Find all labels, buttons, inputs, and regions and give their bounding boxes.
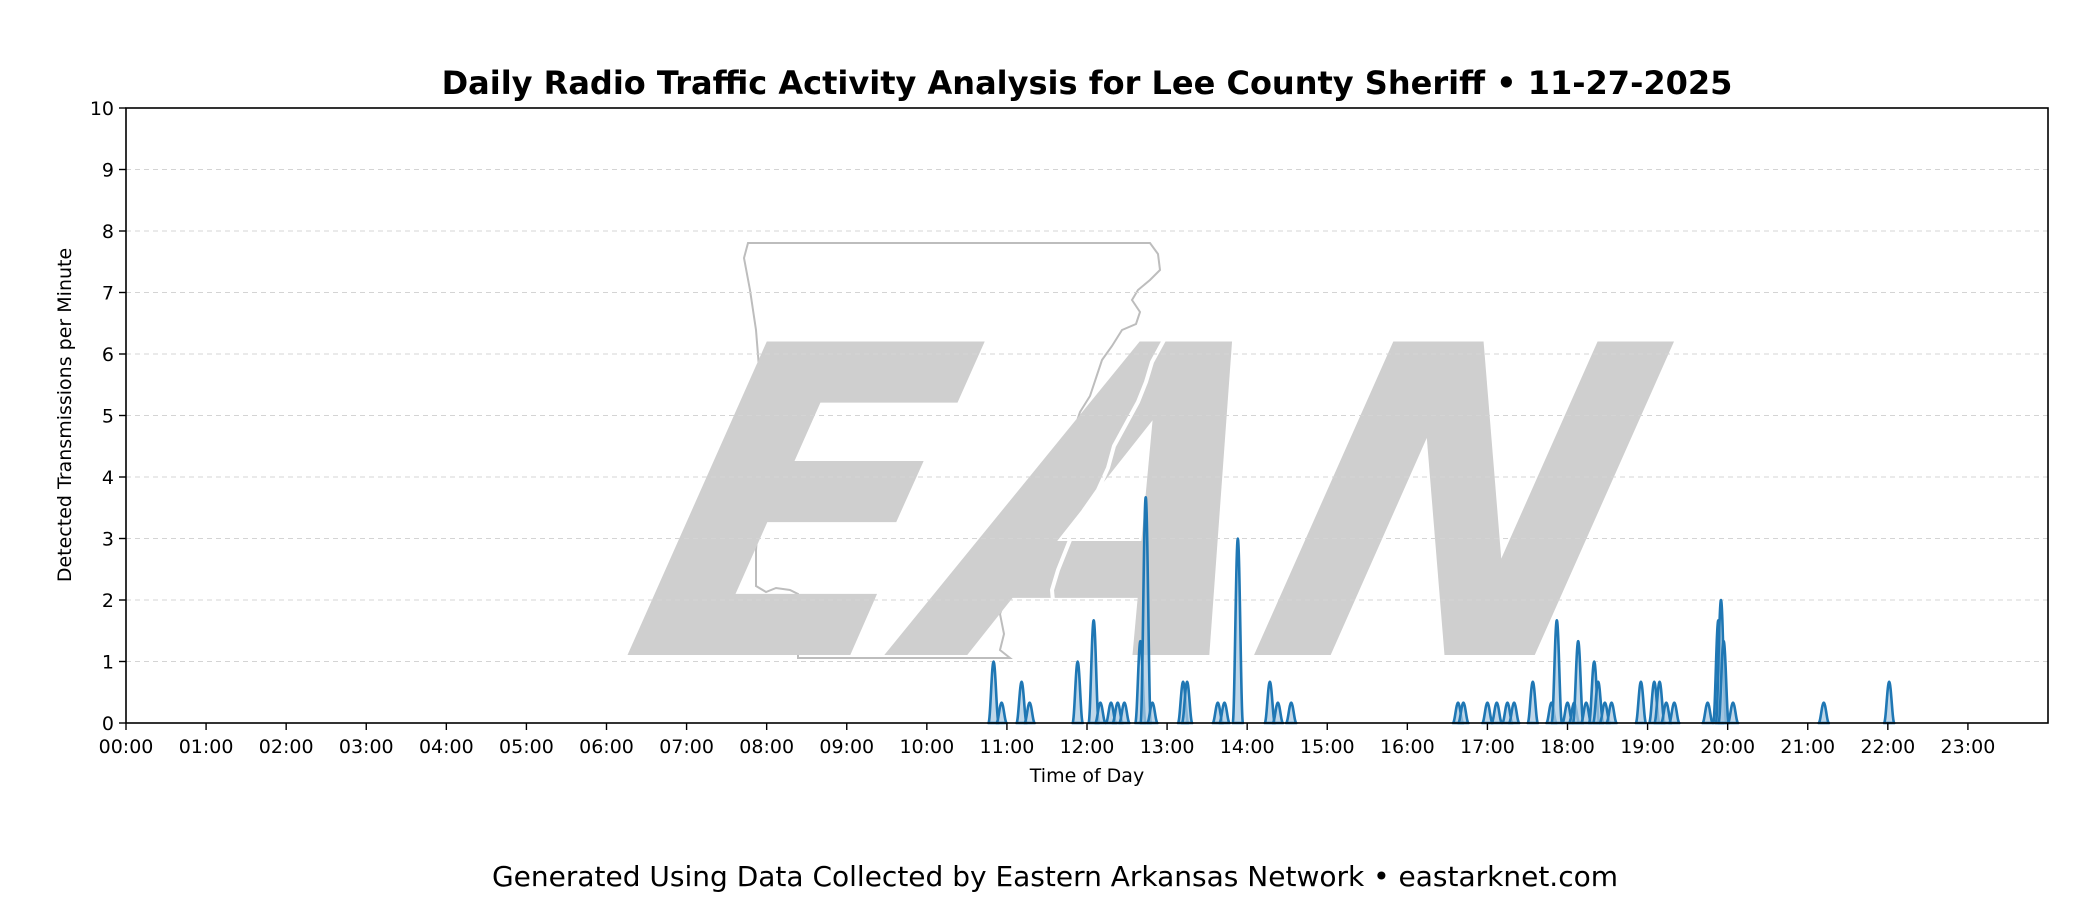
footer-credit: Generated Using Data Collected by Easter… (492, 860, 1618, 893)
x-tick-label: 13:00 (1140, 736, 1195, 758)
x-tick-label: 03:00 (339, 736, 394, 758)
x-tick-label: 20:00 (1700, 736, 1755, 758)
y-tick-label: 7 (102, 283, 114, 305)
activity-spike (1117, 701, 1131, 725)
x-tick-label: 17:00 (1460, 736, 1515, 758)
activity-spike (1271, 701, 1285, 725)
activity-spike (1717, 639, 1731, 725)
activity-spike (1180, 680, 1194, 725)
x-tick-label: 11:00 (980, 736, 1035, 758)
activity-spike (1634, 680, 1648, 725)
arkansas-state-outline-icon (742, 242, 1162, 659)
activity-spike (995, 701, 1008, 725)
x-axis: 00:00 01:00 02:00 03:00 04:00 05:00 06:00 07:00… (99, 723, 1996, 758)
y-axis-label: Detected Transmissions per Minute (54, 248, 76, 582)
y-tick-label: 4 (102, 467, 114, 489)
y-tick-label: 1 (102, 652, 114, 674)
activity-spike (1605, 701, 1618, 725)
y-tick-label: 0 (102, 713, 114, 735)
x-tick-label: 12:00 (1060, 736, 1115, 758)
activity-spike (1139, 495, 1153, 725)
activity-spike (1526, 680, 1540, 725)
activity-spike (1507, 701, 1521, 725)
activity-spike (1882, 680, 1896, 725)
x-tick-label: 09:00 (819, 736, 874, 758)
x-tick-label: 05:00 (499, 736, 554, 758)
activity-spike (1231, 537, 1245, 725)
y-axis: 0 1 2 3 4 5 6 7 8 9 10 (90, 98, 126, 735)
chart-title: Daily Radio Traffic Activity Analysis fo… (442, 64, 1733, 102)
activity-spike (1490, 701, 1504, 725)
activity-spike (1093, 701, 1107, 725)
y-tick-label: 8 (102, 221, 114, 243)
y-tick-label: 6 (102, 344, 114, 366)
activity-spike (1023, 701, 1037, 725)
x-tick-label: 21:00 (1780, 736, 1835, 758)
x-tick-label: 04:00 (419, 736, 474, 758)
x-tick-label: 08:00 (739, 736, 794, 758)
series-layer (126, 495, 2048, 725)
y-tick-label: 10 (90, 98, 114, 120)
x-tick-label: 07:00 (659, 736, 714, 758)
activity-spike (1817, 701, 1831, 725)
y-tick-label: 5 (102, 406, 114, 428)
x-tick-label: 19:00 (1620, 736, 1675, 758)
activity-spike (1571, 639, 1585, 725)
x-tick-label: 10:00 (899, 736, 954, 758)
x-tick-label: 23:00 (1941, 736, 1996, 758)
activity-spike (1145, 701, 1159, 725)
river-line (1049, 299, 1182, 653)
activity-spike (1701, 701, 1715, 725)
activity-spike (1726, 701, 1740, 725)
activity-spike (1456, 701, 1470, 725)
x-tick-label: 02:00 (259, 736, 314, 758)
y-tick-label: 3 (102, 529, 114, 551)
y-tick-label: 9 (102, 160, 114, 182)
activity-spike (1218, 701, 1231, 725)
x-tick-label: 22:00 (1860, 736, 1915, 758)
x-tick-label: 01:00 (179, 736, 234, 758)
x-tick-label: 14:00 (1220, 736, 1275, 758)
y-tick-label: 2 (102, 590, 114, 612)
x-tick-label: 16:00 (1380, 736, 1435, 758)
x-tick-label: 15:00 (1300, 736, 1355, 758)
x-tick-label: 06:00 (579, 736, 634, 758)
activity-spike (1667, 701, 1681, 725)
activity-spike (1071, 660, 1085, 725)
x-axis-label: Time of Day (1029, 765, 1144, 787)
x-tick-label: 18:00 (1540, 736, 1595, 758)
activity-spike (1550, 618, 1564, 725)
activity-spike (1284, 701, 1298, 725)
x-tick-label: 00:00 (99, 736, 154, 758)
